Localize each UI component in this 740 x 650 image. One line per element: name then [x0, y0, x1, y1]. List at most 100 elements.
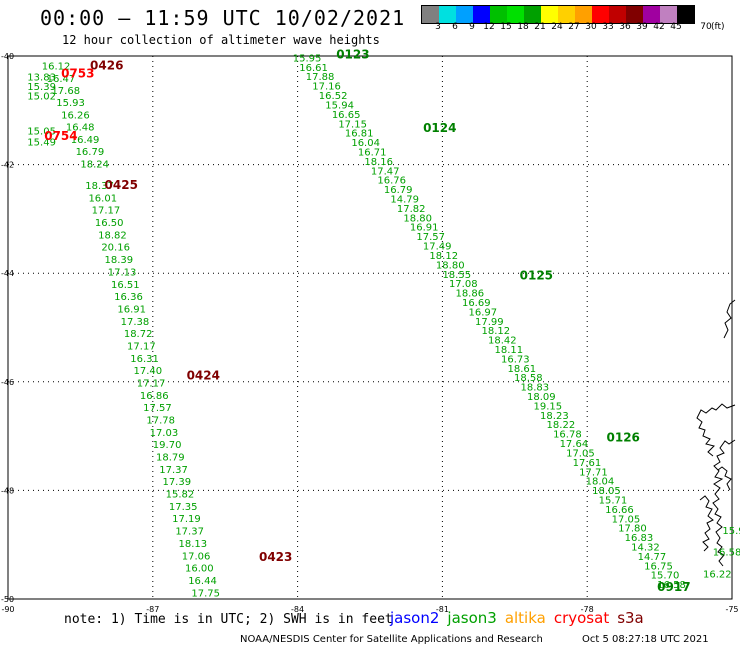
- wave-height-value: 14.77: [638, 552, 667, 563]
- pass-id-label: 0917: [657, 580, 690, 594]
- wave-height-tracks: 15.9516.6117.8817.1616.5215.9416.6517.15…: [27, 53, 740, 599]
- color-scale-swatch: [473, 6, 490, 23]
- color-scale-labels: 3 6 9 12 15 18 21 24 27 30 33 36 39 42 45 70: [421, 22, 731, 34]
- wave-height-value: 18.05: [592, 486, 621, 497]
- color-scale-swatch: [439, 6, 456, 23]
- wave-height-value: 16.36: [114, 292, 143, 303]
- wave-height-value: 16.91: [117, 304, 146, 315]
- pass-id-label: 0753: [61, 67, 94, 81]
- wave-height-value: 16.01: [88, 193, 117, 204]
- color-scale-swatch: [524, 6, 541, 23]
- wave-height-value: 17.80: [618, 524, 647, 535]
- wave-height-value: 15.95: [293, 53, 322, 64]
- wave-height-value: 16.58: [713, 548, 740, 559]
- wave-height-value: 18.86: [455, 289, 484, 300]
- wave-height-value: 17.05: [612, 514, 641, 525]
- wave-height-value: 18.61: [508, 364, 537, 375]
- wave-height-value: 16.76: [377, 176, 406, 187]
- pass-id-label: 0125: [520, 269, 553, 283]
- wave-height-value: 15.96: [722, 526, 740, 537]
- wave-height-value: 17.15: [338, 119, 367, 130]
- wave-height-value: 18.80: [403, 213, 432, 224]
- color-scale-label: 9: [469, 22, 475, 32]
- wave-height-value: 18.04: [586, 477, 615, 488]
- color-scale-swatch: [677, 6, 694, 23]
- wave-height-value: 18.24: [80, 159, 109, 170]
- wave-height-color-scale: [421, 5, 695, 24]
- color-scale-label: 42: [653, 22, 665, 32]
- color-scale-swatch: [626, 6, 643, 23]
- wave-height-value: 16.79: [384, 185, 413, 196]
- wave-height-value: 17.75: [191, 588, 220, 599]
- wave-height-value: 18.42: [488, 336, 517, 347]
- color-scale-swatch: [490, 6, 507, 23]
- wave-height-value: 16.44: [188, 576, 217, 587]
- wave-height-value: 16.83: [625, 533, 654, 544]
- wave-height-value: 14.79: [390, 195, 419, 206]
- wave-height-value: 14.32: [631, 543, 660, 554]
- color-scale-label: 18: [517, 22, 529, 32]
- color-scale-swatch: [660, 6, 677, 23]
- wave-height-value: 17.57: [143, 403, 172, 414]
- map-subtitle: 12 hour collection of altimeter wave hei…: [62, 33, 380, 47]
- wave-height-value: 17.37: [159, 465, 188, 476]
- color-scale-swatch: [422, 6, 439, 23]
- pass-id-label: 0426: [90, 59, 123, 73]
- color-scale-label: 12: [483, 22, 495, 32]
- color-scale-swatch: [456, 6, 473, 23]
- wave-height-value: 16.65: [332, 110, 361, 121]
- wave-height-value: 16.86: [140, 391, 169, 402]
- wave-height-value: 17.06: [182, 551, 211, 562]
- mission-legend-item: cryosat: [553, 609, 610, 627]
- color-scale-swatch: [541, 6, 558, 23]
- wave-height-value: 13.83: [27, 72, 56, 83]
- pass-labels: 0123 0124 0125 0126 0917 0425 0424 0423 04260753…: [44, 48, 690, 594]
- wave-height-value: 18.12: [429, 251, 458, 262]
- wave-height-value: 17.35: [169, 502, 198, 513]
- color-scale-swatch: [575, 6, 592, 23]
- color-scale-swatch: [507, 6, 524, 23]
- color-scale-label: 33: [602, 22, 614, 32]
- color-scale-swatch: [609, 6, 626, 23]
- wave-height-value: 18.09: [527, 392, 556, 403]
- latitude-tick-label: -44: [1, 269, 14, 278]
- wave-height-value: 18.11: [495, 345, 524, 356]
- wave-height-value: 17.57: [416, 232, 445, 243]
- color-scale-label: 6: [452, 22, 458, 32]
- color-scale-label: 39: [636, 22, 648, 32]
- footer-timestamp: Oct 5 08:27:18 UTC 2021: [582, 634, 709, 645]
- wave-height-value: 16.61: [299, 63, 328, 74]
- color-scale-swatch: [592, 6, 609, 23]
- wave-height-value: 16.04: [351, 138, 380, 149]
- wave-height-value: 18.55: [442, 270, 471, 281]
- wave-height-value: 16.48: [66, 123, 95, 134]
- wave-height-value: 17.17: [137, 378, 166, 389]
- mission-legend-item: s3a: [617, 609, 644, 627]
- wave-height-value: 17.17: [127, 341, 156, 352]
- wave-height-value: 17.71: [579, 467, 608, 478]
- mission-legend-item: jason3: [447, 609, 497, 627]
- wave-height-value: 17.17: [92, 206, 121, 217]
- wave-height-value: 18.83: [521, 383, 550, 394]
- longitude-tick-label: -87: [146, 605, 159, 614]
- pass-id-label: 0126: [607, 431, 640, 445]
- longitude-tick-label: -81: [436, 605, 449, 614]
- wave-height-value: 15.05: [27, 127, 56, 138]
- wave-height-value: 18.37: [85, 181, 114, 192]
- color-scale-label: 21: [534, 22, 546, 32]
- wave-height-value: 18.58: [514, 373, 543, 384]
- longitude-tick-label: -75: [725, 605, 738, 614]
- wave-height-value: 20.16: [101, 243, 130, 254]
- wave-height-value: 16.71: [358, 147, 387, 158]
- wave-height-value: 17.40: [133, 366, 162, 377]
- longitude-tick-label: -78: [581, 605, 594, 614]
- latitude-tick-label: -48: [1, 486, 14, 495]
- wave-height-value: 17.03: [150, 428, 179, 439]
- wave-height-value: 16.73: [501, 354, 530, 365]
- color-scale-label: 3: [435, 22, 441, 32]
- wave-height-value: 16.26: [61, 110, 90, 121]
- color-scale-swatch: [643, 6, 660, 23]
- wave-height-value: 17.61: [573, 458, 602, 469]
- wave-height-value: 18.72: [124, 329, 153, 340]
- mission-legend: jason2 jason3 altika cryosat s3a: [390, 609, 652, 627]
